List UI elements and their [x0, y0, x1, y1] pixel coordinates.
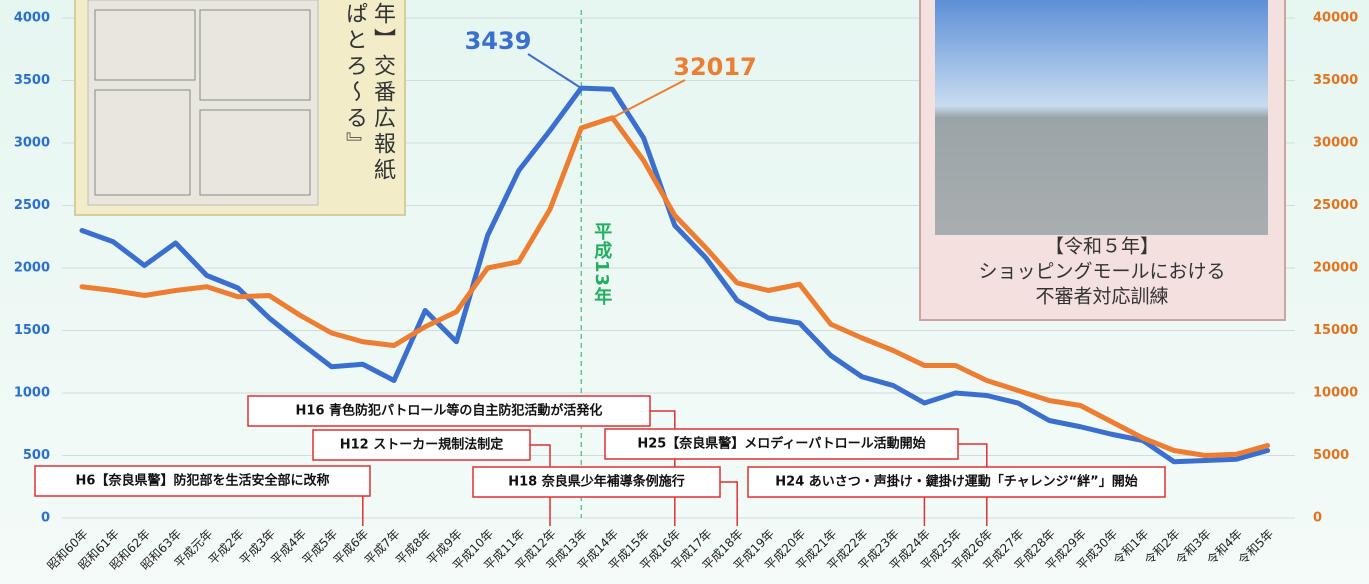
y-tick-label: 3500 [14, 73, 50, 88]
y-tick-label: 2500 [14, 198, 50, 213]
event-label: H6【奈良県警】防犯部を生活安全部に改称 [76, 473, 330, 489]
event-label: H24 あいさつ・声掛け・鍵掛け運動「チャレンジ“絆”」開始 [775, 474, 1137, 490]
photo-caption: ショッピングモールにおける [978, 261, 1225, 283]
y2-tick-label: 5000 [1313, 448, 1349, 463]
peak-label: 32017 [673, 53, 757, 81]
photo [935, 0, 1268, 235]
newspaper-photo [88, 0, 318, 205]
event-label: H18 奈良県少年補導条例施行 [508, 474, 685, 490]
y2-tick-label: 40000 [1313, 11, 1358, 26]
y-tick-label: 0 [41, 511, 50, 526]
y-tick-label: 500 [23, 448, 50, 463]
y2-tick-label: 0 [1313, 511, 1322, 526]
y-tick-label: 3000 [14, 136, 50, 151]
page: 0500100015002000250030003500400005000100… [0, 0, 1369, 584]
y2-tick-label: 25000 [1313, 198, 1358, 213]
y2-tick-label: 20000 [1313, 261, 1358, 276]
y-tick-label: 2000 [14, 261, 50, 276]
y2-tick-label: 30000 [1313, 136, 1358, 151]
reference-label: 平成13年 [591, 222, 612, 306]
chart: 0500100015002000250030003500400005000100… [0, 0, 1369, 584]
event-label: H12 ストーカー規制法制定 [340, 437, 504, 453]
newspaper-text: 年】交番広報紙 [370, 2, 396, 184]
y-tick-label: 4000 [14, 11, 50, 26]
y2-tick-label: 15000 [1313, 323, 1358, 338]
photo-caption: 不審者対応訓練 [1035, 286, 1168, 308]
newspaper-text: ぱとろ～る』 [342, 2, 368, 158]
event-label: H16 青色防犯パトロール等の自主防犯活動が活発化 [296, 403, 603, 419]
y-tick-label: 1500 [14, 323, 50, 338]
y-tick-label: 1000 [14, 386, 50, 401]
event-label: H25【奈良県警】メロディーパトロール活動開始 [637, 436, 925, 452]
y2-tick-label: 10000 [1313, 386, 1358, 401]
photo-caption: 【令和５年】 [1045, 236, 1159, 258]
peak-label: 3439 [465, 27, 532, 55]
y2-tick-label: 35000 [1313, 73, 1358, 88]
